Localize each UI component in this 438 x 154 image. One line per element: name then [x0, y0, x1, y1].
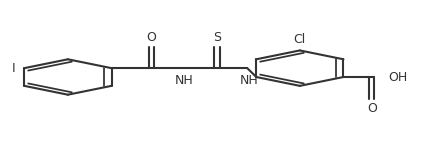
Text: Cl: Cl — [294, 33, 306, 46]
Text: I: I — [11, 62, 15, 75]
Text: NH: NH — [240, 74, 259, 87]
Text: NH: NH — [174, 74, 193, 87]
Text: S: S — [212, 31, 221, 44]
Text: O: O — [367, 102, 377, 115]
Text: OH: OH — [389, 71, 408, 83]
Text: O: O — [146, 31, 156, 44]
